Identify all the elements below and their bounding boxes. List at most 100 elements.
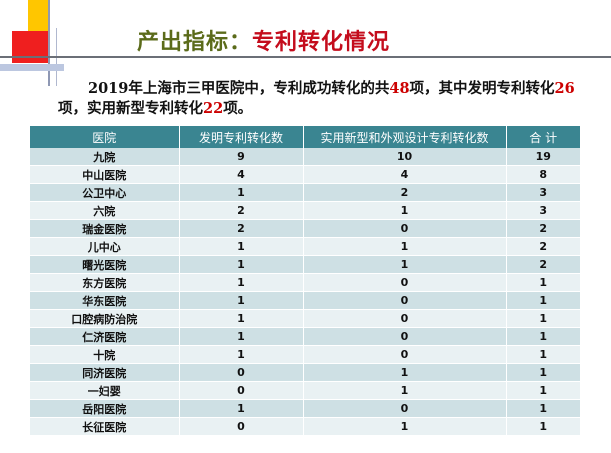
cell-hospital: 十院: [30, 345, 180, 364]
cell-total: 1: [506, 273, 580, 292]
cell-hospital: 口腔病防治院: [30, 309, 180, 328]
cell-hospital: 儿中心: [30, 237, 180, 256]
cell-hospital: 公卫中心: [30, 183, 180, 202]
cell-utility-design: 0: [303, 327, 507, 346]
patent-transfer-table: 医院 发明专利转化数 实用新型和外观设计专利转化数 合 计 九院 9 10 19 中山医…: [30, 126, 580, 436]
intro-invention-count: 26: [554, 80, 575, 97]
cell-invention: 0: [179, 363, 304, 382]
table-row: 中山医院 4 4 8: [30, 165, 580, 184]
cell-invention: 1: [179, 309, 304, 328]
cell-hospital: 九院: [30, 148, 180, 166]
cell-hospital: 瑞金医院: [30, 219, 180, 238]
cell-total: 1: [506, 381, 580, 400]
cell-utility-design: 4: [303, 165, 507, 184]
cell-invention: 1: [179, 255, 304, 274]
cell-hospital: 六院: [30, 201, 180, 220]
decor-horizontal-rule: [0, 56, 611, 58]
cell-hospital: 华东医院: [30, 291, 180, 310]
table-row: 华东医院 1 0 1: [30, 291, 580, 310]
cell-total: 1: [506, 327, 580, 346]
cell-utility-design: 1: [303, 363, 507, 382]
intro-text-3: 项，实用新型专利转化: [58, 100, 203, 117]
table-row: 曙光医院 1 1 2: [30, 255, 580, 274]
cell-utility-design: 0: [303, 291, 507, 310]
cell-invention: 1: [179, 237, 304, 256]
slide-title-main: 专利转化情况: [252, 29, 391, 55]
cell-total: 1: [506, 417, 580, 436]
decor-red-square: [12, 31, 48, 63]
cell-total: 1: [506, 363, 580, 382]
intro-utility-count: 22: [203, 100, 224, 117]
table-row: 儿中心 1 1 2: [30, 237, 580, 256]
cell-invention: 0: [179, 381, 304, 400]
cell-hospital: 中山医院: [30, 165, 180, 184]
cell-utility-design: 0: [303, 219, 507, 238]
header-total: 合 计: [506, 126, 580, 148]
decor-blue-bar: [0, 64, 64, 71]
cell-hospital: 一妇婴: [30, 381, 180, 400]
cell-total: 1: [506, 291, 580, 310]
cell-utility-design: 0: [303, 345, 507, 364]
table-row: 岳阳医院 1 0 1: [30, 399, 580, 418]
cell-invention: 1: [179, 291, 304, 310]
cell-utility-design: 0: [303, 399, 507, 418]
table-row: 长征医院 0 1 1: [30, 417, 580, 436]
cell-utility-design: 1: [303, 381, 507, 400]
header-hospital: 医院: [30, 126, 180, 148]
cell-total: 2: [506, 219, 580, 238]
cell-total: 1: [506, 309, 580, 328]
table-row: 九院 9 10 19: [30, 148, 580, 166]
table-header-row: 医院 发明专利转化数 实用新型和外观设计专利转化数 合 计: [30, 126, 580, 148]
cell-total: 3: [506, 201, 580, 220]
cell-utility-design: 2: [303, 183, 507, 202]
cell-invention: 2: [179, 201, 304, 220]
intro-paragraph: 2019年上海市三甲医院中，专利成功转化的共48项，其中发明专利转化26 项，实用…: [58, 79, 603, 119]
cell-utility-design: 1: [303, 201, 507, 220]
table-row: 同济医院 0 1 1: [30, 363, 580, 382]
header-utility-design: 实用新型和外观设计专利转化数: [303, 126, 507, 148]
table-row: 仁济医院 1 0 1: [30, 327, 580, 346]
slide-title-prefix: 产出指标：: [137, 29, 253, 55]
cell-hospital: 同济医院: [30, 363, 180, 382]
cell-utility-design: 1: [303, 417, 507, 436]
decor-vertical-line: [48, 0, 50, 86]
table-row: 一妇婴 0 1 1: [30, 381, 580, 400]
cell-hospital: 仁济医院: [30, 327, 180, 346]
intro-text-4: 项。: [223, 100, 253, 117]
cell-utility-design: 1: [303, 237, 507, 256]
cell-utility-design: 10: [303, 148, 507, 166]
table-row: 十院 1 0 1: [30, 345, 580, 364]
table-row: 口腔病防治院 1 0 1: [30, 309, 580, 328]
table-row: 公卫中心 1 2 3: [30, 183, 580, 202]
cell-invention: 1: [179, 345, 304, 364]
slide-title: 产出指标：专利转化情况: [137, 24, 390, 56]
cell-invention: 1: [179, 327, 304, 346]
cell-total: 8: [506, 165, 580, 184]
cell-hospital: 曙光医院: [30, 255, 180, 274]
cell-invention: 4: [179, 165, 304, 184]
cell-total: 19: [506, 148, 580, 166]
cell-total: 2: [506, 255, 580, 274]
table-row: 瑞金医院 2 0 2: [30, 219, 580, 238]
cell-total: 3: [506, 183, 580, 202]
cell-hospital: 岳阳医院: [30, 399, 180, 418]
cell-invention: 2: [179, 219, 304, 238]
cell-total: 1: [506, 345, 580, 364]
header-invention: 发明专利转化数: [179, 126, 304, 148]
cell-invention: 9: [179, 148, 304, 166]
cell-invention: 1: [179, 399, 304, 418]
cell-invention: 0: [179, 417, 304, 436]
intro-total-count: 48: [389, 80, 410, 97]
cell-utility-design: 1: [303, 255, 507, 274]
cell-invention: 1: [179, 273, 304, 292]
cell-total: 2: [506, 237, 580, 256]
intro-text-2: 项，其中发明专利转化: [409, 80, 555, 97]
table-row: 六院 2 1 3: [30, 201, 580, 220]
cell-hospital: 东方医院: [30, 273, 180, 292]
table-row: 东方医院 1 0 1: [30, 273, 580, 292]
cell-utility-design: 0: [303, 273, 507, 292]
intro-text-1: 2019年上海市三甲医院中，专利成功转化的共: [88, 80, 390, 97]
cell-utility-design: 0: [303, 309, 507, 328]
cell-invention: 1: [179, 183, 304, 202]
cell-total: 1: [506, 399, 580, 418]
